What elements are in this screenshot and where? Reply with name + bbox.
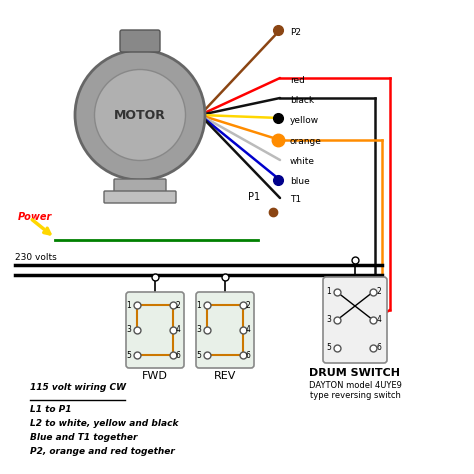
- Text: DRUM SWITCH: DRUM SWITCH: [310, 368, 401, 378]
- Text: 1: 1: [197, 301, 201, 310]
- Text: L2 to white, yellow and black: L2 to white, yellow and black: [30, 419, 179, 428]
- Text: P2: P2: [290, 27, 301, 36]
- Text: 5: 5: [127, 350, 131, 359]
- Text: 4: 4: [376, 316, 382, 325]
- FancyBboxPatch shape: [126, 292, 184, 368]
- Text: blue: blue: [290, 177, 310, 186]
- Text: black: black: [290, 95, 314, 104]
- Text: P2, orange and red together: P2, orange and red together: [30, 447, 175, 456]
- Text: 4: 4: [175, 326, 181, 335]
- Text: 5: 5: [197, 350, 201, 359]
- Text: 230 volts: 230 volts: [15, 253, 57, 262]
- Text: 1: 1: [127, 301, 131, 310]
- Text: 6: 6: [175, 350, 181, 359]
- Text: FWD: FWD: [142, 371, 168, 381]
- Text: type reversing switch: type reversing switch: [310, 391, 401, 400]
- Text: 3: 3: [127, 326, 131, 335]
- Text: 6: 6: [376, 344, 382, 353]
- FancyBboxPatch shape: [323, 277, 387, 363]
- Text: 6: 6: [246, 350, 250, 359]
- FancyBboxPatch shape: [104, 191, 176, 203]
- Text: 2: 2: [246, 301, 250, 310]
- FancyBboxPatch shape: [114, 179, 166, 195]
- Text: 4: 4: [246, 326, 250, 335]
- Text: REV: REV: [214, 371, 236, 381]
- FancyBboxPatch shape: [196, 292, 254, 368]
- Text: MOTOR: MOTOR: [114, 109, 166, 121]
- Circle shape: [75, 50, 205, 180]
- Text: yellow: yellow: [290, 116, 319, 125]
- Text: P1: P1: [248, 192, 260, 202]
- Text: DAYTON model 4UYE9: DAYTON model 4UYE9: [309, 381, 401, 390]
- Text: T1: T1: [290, 195, 301, 204]
- Circle shape: [94, 70, 185, 161]
- Text: Blue and T1 together: Blue and T1 together: [30, 433, 137, 442]
- Text: orange: orange: [290, 137, 322, 146]
- Text: 2: 2: [176, 301, 181, 310]
- Text: 5: 5: [327, 344, 331, 353]
- Text: 1: 1: [327, 288, 331, 297]
- Text: 3: 3: [327, 316, 331, 325]
- Text: 3: 3: [197, 326, 201, 335]
- Text: Power: Power: [18, 212, 52, 222]
- Text: 2: 2: [377, 288, 382, 297]
- Text: L1 to P1: L1 to P1: [30, 405, 72, 414]
- Text: red: red: [290, 75, 305, 84]
- Text: white: white: [290, 157, 315, 166]
- Text: 115 volt wiring CW: 115 volt wiring CW: [30, 383, 126, 392]
- FancyBboxPatch shape: [120, 30, 160, 52]
